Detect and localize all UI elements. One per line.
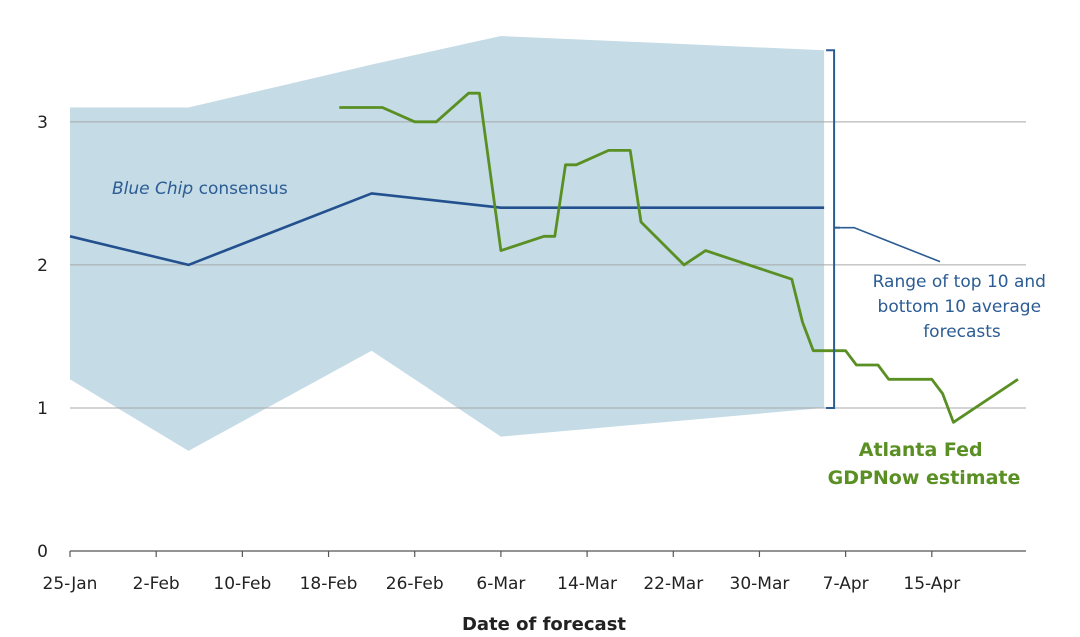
range-label-line-2: bottom 10 average: [878, 297, 1042, 317]
x-tick-label: 10-Feb: [213, 574, 271, 594]
range-label-line-1: Range of top 10 and: [873, 272, 1046, 292]
blue-chip-label-italic: Blue Chip: [112, 179, 193, 199]
x-tick-label: 2-Feb: [133, 574, 180, 594]
x-tick-label: 18-Feb: [300, 574, 358, 594]
x-tick-label: 26-Feb: [386, 574, 444, 594]
bracket-line: [826, 49, 836, 409]
y-tick-label: 0: [37, 542, 48, 562]
x-tick-label: 15-Apr: [903, 574, 960, 594]
y-tick-label: 1: [37, 399, 48, 419]
blue-chip-consensus-line: [69, 192, 825, 267]
x-tick-label: 22-Mar: [643, 574, 703, 594]
x-tick-label: 30-Mar: [730, 574, 790, 594]
x-tick-label: 25-Jan: [43, 574, 98, 594]
y-tick-label: 2: [37, 256, 48, 276]
blue-chip-label: Blue Chip consensus: [112, 179, 288, 199]
x-tick-label: 14-Mar: [557, 574, 617, 594]
plot-area: 0 1 2 3 25-Jan 2-Feb 10-Feb 18-Feb 26-Feb 6-Mar 1…: [37, 36, 1026, 594]
range-band: [70, 36, 825, 451]
gdpnow-label: Atlanta Fed GDPNow estimate: [828, 439, 1021, 489]
range-label: Range of top 10 and bottom 10 average fo…: [873, 272, 1052, 342]
gdpnow-estimate-line: [339, 91, 1019, 424]
x-axis: [69, 550, 1026, 557]
range-label-line-3: forecasts: [923, 322, 1001, 342]
y-gridlines: [70, 121, 1026, 409]
range-bracket: [826, 49, 841, 409]
gdpnow-label-line-1: Atlanta Fed: [859, 439, 983, 461]
y-tick-labels: 0 1 2 3: [37, 113, 48, 562]
range-leader-line: [840, 226, 941, 263]
x-axis-title: Date of forecast: [462, 614, 626, 635]
x-tick-label: 7-Apr: [823, 574, 869, 594]
blue-chip-label-rest: consensus: [193, 179, 288, 199]
x-tick-labels: 25-Jan 2-Feb 10-Feb 18-Feb 26-Feb 6-Mar 14-Mar…: [43, 574, 961, 594]
gdpnow-label-line-2: GDPNow estimate: [828, 467, 1021, 489]
x-tick-label: 6-Mar: [476, 574, 525, 594]
y-tick-label: 3: [37, 113, 48, 133]
